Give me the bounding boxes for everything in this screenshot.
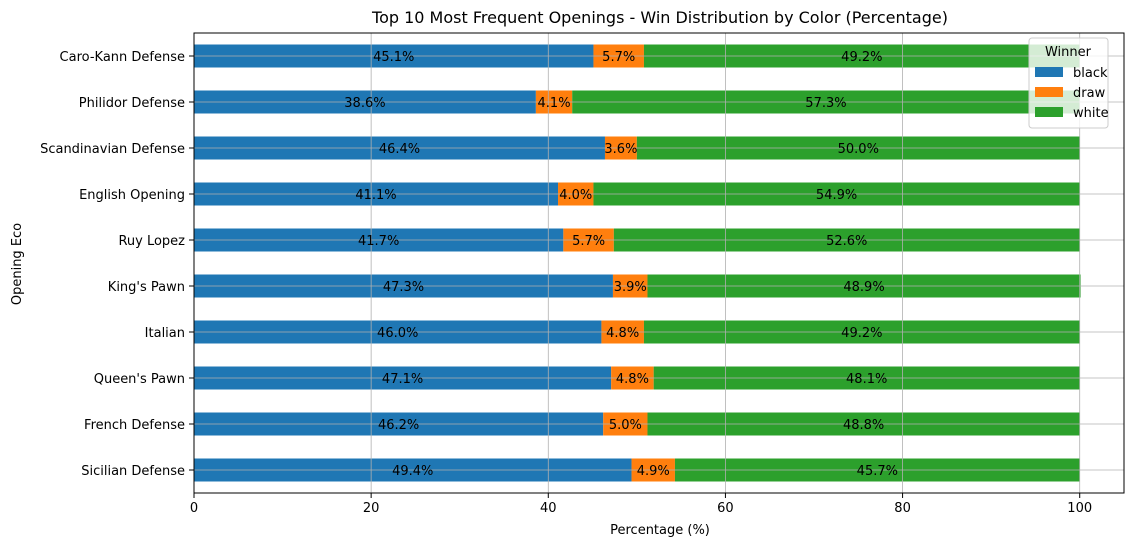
legend-label-white: white: [1073, 106, 1109, 121]
x-tick-label: 60: [717, 501, 734, 516]
data-label-black: 46.2%: [378, 418, 419, 433]
data-label-white: 49.2%: [841, 326, 882, 341]
y-tick-label: Italian: [145, 326, 185, 341]
y-tick-label: Scandinavian Defense: [40, 142, 185, 157]
chart-title: Top 10 Most Frequent Openings - Win Dist…: [371, 8, 948, 27]
data-labels: 45.1% 5.7% 49.2% 38.6% 4.1% 57.3% 46.4% 3.6% 50.…: [344, 50, 898, 479]
x-tick-label: 0: [190, 501, 198, 516]
grid-lines: [193, 33, 1124, 493]
plot-frame: [193, 32, 1125, 494]
legend-frame: [1028, 37, 1109, 129]
data-label-white: 49.2%: [841, 50, 882, 65]
axes: 0 20 40 60 80 100 Caro-Kann Defense Philidor De…: [40, 32, 1125, 516]
data-label-white: 45.7%: [857, 464, 898, 479]
legend-swatch-draw: [1035, 87, 1063, 97]
y-tick-label: King's Pawn: [108, 280, 185, 295]
data-label-draw: 3.6%: [604, 142, 637, 157]
data-label-black: 47.3%: [383, 280, 424, 295]
data-label-white: 52.6%: [826, 234, 867, 249]
legend-swatch-white: [1035, 107, 1063, 117]
data-label-draw: 4.0%: [559, 188, 592, 203]
legend-title: Winner: [1045, 45, 1092, 60]
x-tick-label: 100: [1067, 501, 1092, 516]
y-tick-label: Queen's Pawn: [94, 372, 185, 387]
data-label-black: 45.1%: [373, 50, 414, 65]
data-label-white: 48.8%: [843, 418, 884, 433]
data-label-draw: 3.9%: [614, 280, 647, 295]
legend-swatch-black: [1035, 67, 1063, 77]
y-tick-label: French Defense: [84, 418, 185, 433]
y-tick-label: Philidor Defense: [79, 96, 185, 111]
data-label-draw: 5.7%: [572, 234, 605, 249]
y-axis-label: Opening Eco: [10, 223, 25, 305]
legend: Winner black draw white: [1028, 37, 1109, 129]
y-tick-label: Sicilian Defense: [81, 464, 185, 479]
legend-items: black draw white: [1035, 66, 1109, 121]
data-label-black: 41.7%: [358, 234, 399, 249]
data-label-white: 48.1%: [846, 372, 887, 387]
bars: [194, 44, 1081, 482]
data-label-black: 46.0%: [377, 326, 418, 341]
data-label-white: 48.9%: [843, 280, 884, 295]
y-tick-label: Caro-Kann Defense: [60, 50, 185, 65]
data-label-draw: 5.0%: [609, 418, 642, 433]
data-label-draw: 4.1%: [538, 96, 571, 111]
data-label-black: 46.4%: [379, 142, 420, 157]
x-tick-label: 40: [540, 501, 557, 516]
x-tick-label: 20: [363, 501, 380, 516]
data-label-black: 47.1%: [382, 372, 423, 387]
y-tick-label: English Opening: [79, 188, 185, 203]
x-axis-label: Percentage (%): [610, 523, 710, 538]
y-tick-label: Ruy Lopez: [118, 234, 185, 249]
data-label-white: 57.3%: [805, 96, 846, 111]
data-label-black: 38.6%: [344, 96, 385, 111]
legend-label-draw: draw: [1073, 86, 1106, 101]
data-label-white: 50.0%: [838, 142, 879, 157]
data-label-draw: 5.7%: [602, 50, 635, 65]
data-label-white: 54.9%: [816, 188, 857, 203]
data-label-draw: 4.9%: [637, 464, 670, 479]
x-tick-label: 80: [894, 501, 911, 516]
legend-label-black: black: [1073, 66, 1108, 81]
data-label-black: 49.4%: [392, 464, 433, 479]
data-label-draw: 4.8%: [606, 326, 639, 341]
data-label-draw: 4.8%: [616, 372, 649, 387]
data-label-black: 41.1%: [355, 188, 396, 203]
